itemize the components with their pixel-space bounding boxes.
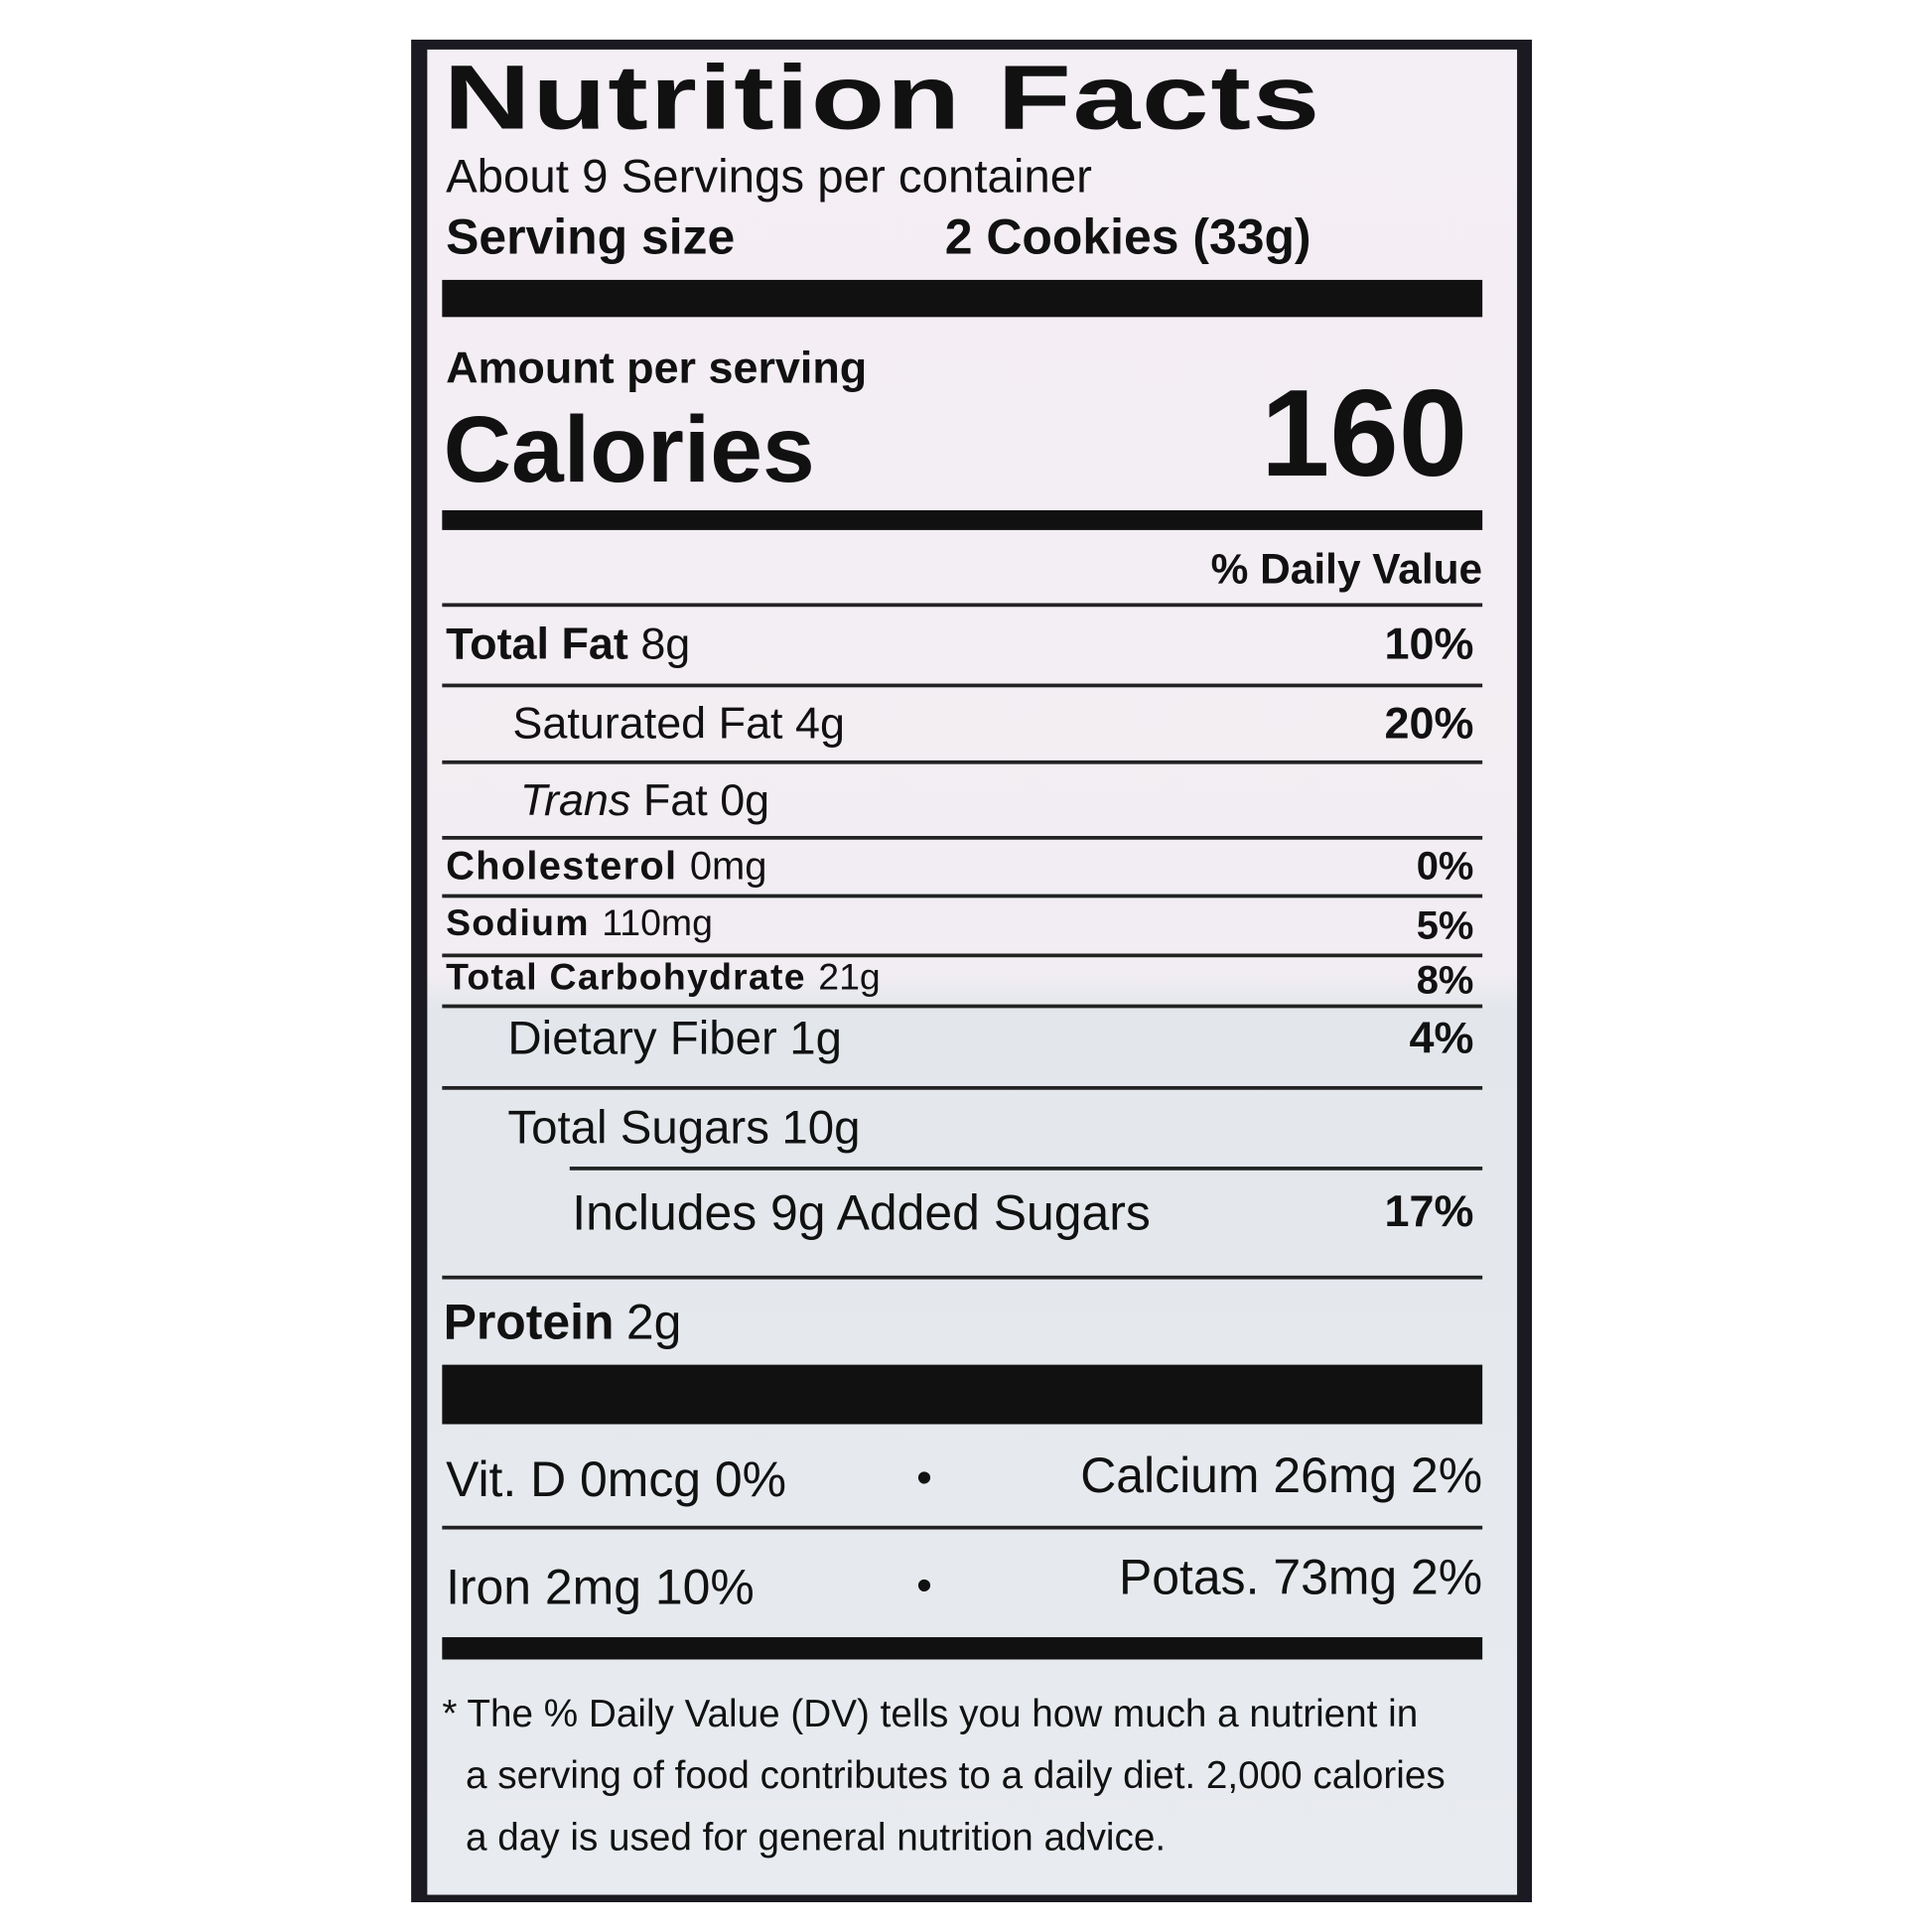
nutrient-amount: 8g <box>640 618 691 669</box>
divider <box>442 835 1483 840</box>
nutrient-amount: 10g <box>781 1102 861 1155</box>
nutrient-row: Protein 2g <box>444 1298 682 1347</box>
nutrient-daily-value: 8% <box>1416 957 1474 1003</box>
nutrient-daily-value: 0% <box>1416 843 1474 889</box>
footnote-line: a serving of food contributes to a daily… <box>466 1753 1446 1797</box>
nutrient-daily-value: 17% <box>1384 1184 1474 1236</box>
serving-size-label: Serving size <box>446 210 736 265</box>
nutrient-name: Protein <box>443 1295 615 1350</box>
thick-divider <box>442 279 1483 318</box>
nutrient-amount: 0mg <box>689 843 767 889</box>
thick-divider <box>442 1364 1483 1425</box>
serving-size-value: 2 Cookies (33g) <box>944 210 1311 265</box>
nutrient-name: Sodium <box>446 902 590 944</box>
divider <box>442 1275 1483 1280</box>
vitamin-d: Vit. D 0mcg 0% <box>446 1452 787 1508</box>
nutrient-amount: 21g <box>818 957 881 999</box>
divider <box>442 683 1483 688</box>
nutrient-name: Dietary Fiber <box>507 1013 777 1065</box>
nutrient-name: Total Carbohydrate <box>446 957 806 999</box>
nutrient-name: Saturated Fat <box>512 697 783 749</box>
nutrient-amount: 4g <box>795 697 845 749</box>
footnote-line: * The % Daily Value (DV) tells you how m… <box>442 1691 1419 1735</box>
nutrient-amount: 2g <box>625 1295 682 1350</box>
nutrient-row: Dietary Fiber 1g <box>507 1016 842 1062</box>
nutrient-row: Saturated Fat 4g <box>512 700 845 746</box>
divider <box>569 1167 1483 1171</box>
nutrient-name-suffix: Fat <box>642 773 708 825</box>
divider <box>442 603 1483 608</box>
nutrient-row: Cholesterol 0mg <box>446 846 766 886</box>
divider <box>442 1085 1483 1090</box>
nutrient-amount: 110mg <box>602 902 713 944</box>
bullet: • <box>916 1559 932 1610</box>
nutrient-row: Includes 9g Added Sugars <box>572 1189 1163 1239</box>
nutrient-row: Sodium 110mg <box>446 902 713 944</box>
nutrient-row: Total Sugars 10g <box>507 1105 860 1152</box>
nutrient-daily-value: 4% <box>1409 1012 1474 1063</box>
nutrient-daily-value: 5% <box>1416 902 1474 948</box>
nutrient-name: Total Sugars <box>507 1102 769 1155</box>
nutrient-row: Total Carbohydrate 21g <box>446 957 881 999</box>
potassium: Potas. 73mg 2% <box>1119 1550 1483 1605</box>
footnote-line: a day is used for general nutrition advi… <box>466 1815 1167 1860</box>
nutrient-name: Includes 9g Added Sugars <box>572 1186 1151 1241</box>
calories-value: 160 <box>1261 363 1468 503</box>
nutrient-amount: 0g <box>720 773 770 825</box>
daily-value-header: % Daily Value <box>1210 546 1483 594</box>
medium-divider <box>442 509 1483 530</box>
nutrient-name: Cholesterol <box>446 843 678 889</box>
medium-divider <box>442 1637 1483 1660</box>
calories-label: Calories <box>443 397 815 503</box>
divider <box>442 953 1483 958</box>
nutrient-row: Trans Fat 0g <box>520 777 769 822</box>
nutrient-row: Total Fat 8g <box>446 621 690 666</box>
calcium: Calcium 26mg 2% <box>1080 1449 1483 1504</box>
divider <box>442 894 1483 898</box>
servings-per-container: About 9 Servings per container <box>446 151 1092 204</box>
nutrient-name: Trans <box>519 773 631 825</box>
divider <box>442 1525 1483 1530</box>
divider <box>442 1004 1483 1009</box>
label-title: Nutrition Facts <box>443 46 1321 149</box>
nutrient-daily-value: 20% <box>1384 697 1474 749</box>
nutrient-amount: 1g <box>789 1013 842 1065</box>
nutrient-daily-value: 10% <box>1384 618 1474 669</box>
amount-per-serving: Amount per serving <box>446 342 868 393</box>
bullet: • <box>916 1450 932 1503</box>
nutrient-name: Total Fat <box>446 618 628 669</box>
iron: Iron 2mg 10% <box>446 1560 755 1615</box>
divider <box>442 759 1483 764</box>
nutrition-label-panel <box>427 49 1518 1895</box>
